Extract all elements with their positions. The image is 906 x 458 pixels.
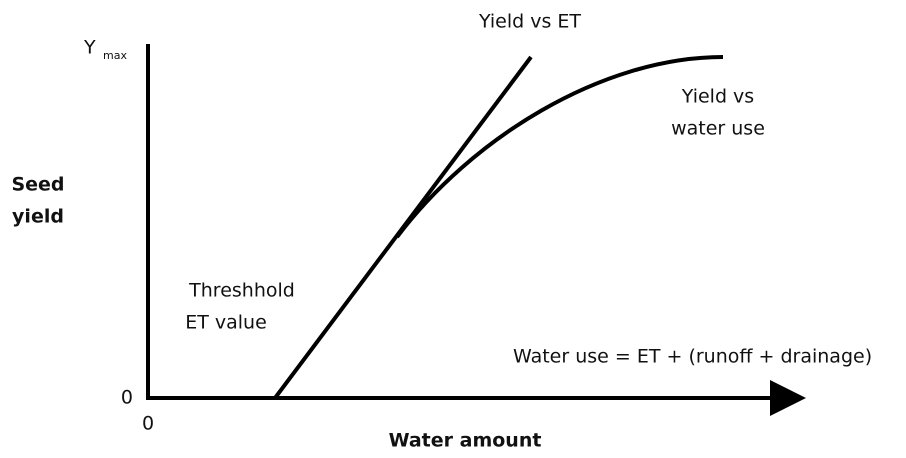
y-max-label: Y bbox=[83, 37, 96, 59]
yield-vs-water-use-curve bbox=[395, 55, 724, 239]
y-origin-label: 0 bbox=[121, 387, 133, 409]
curve-label: water use bbox=[671, 118, 765, 140]
y-axis-label: Seed bbox=[11, 174, 64, 196]
x-axis-label: Water amount bbox=[389, 430, 542, 452]
y-axis-label: yield bbox=[12, 206, 64, 228]
y-max-subscript: max bbox=[103, 49, 127, 62]
annotation: Threshhold bbox=[188, 280, 295, 302]
equation: Water use = ET + (runoff + drainage) bbox=[513, 346, 872, 368]
x-origin-label: 0 bbox=[142, 413, 154, 435]
curve-label: Yield vs bbox=[681, 86, 754, 108]
curve-label: Yield vs ET bbox=[478, 11, 581, 33]
annotation: ET value bbox=[185, 312, 267, 334]
x-axis-arrow bbox=[770, 380, 806, 416]
